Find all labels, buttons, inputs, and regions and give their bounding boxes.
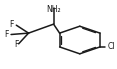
Text: F: F (4, 30, 9, 39)
Text: F: F (9, 20, 14, 29)
Text: Cl: Cl (108, 42, 115, 51)
Text: F: F (14, 40, 18, 49)
Text: NH₂: NH₂ (46, 5, 61, 14)
